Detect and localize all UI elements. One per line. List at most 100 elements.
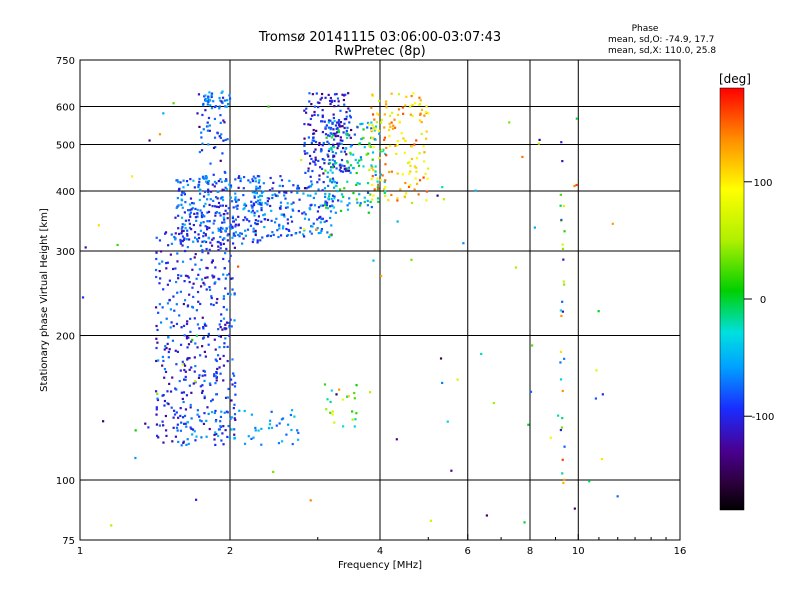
data-point xyxy=(222,216,225,219)
data-point xyxy=(397,108,401,111)
data-point xyxy=(202,327,205,330)
data-point xyxy=(192,295,195,299)
data-point xyxy=(310,232,313,235)
data-point xyxy=(196,346,199,349)
data-point xyxy=(234,196,237,199)
data-point xyxy=(269,419,272,422)
data-point xyxy=(314,192,317,195)
data-point xyxy=(370,129,374,132)
data-point xyxy=(206,267,209,270)
data-point xyxy=(372,194,375,197)
data-point xyxy=(425,137,428,140)
data-point xyxy=(322,141,325,145)
data-point xyxy=(380,121,383,124)
data-point xyxy=(287,423,290,426)
data-point xyxy=(341,93,344,96)
data-point xyxy=(198,419,202,422)
data-point xyxy=(415,170,418,173)
data-point xyxy=(373,129,376,132)
data-point xyxy=(371,151,375,154)
data-point xyxy=(562,258,565,261)
data-point xyxy=(224,396,228,399)
data-point xyxy=(203,379,206,383)
data-point xyxy=(208,427,211,431)
data-point xyxy=(322,172,325,175)
data-point xyxy=(377,200,380,203)
data-point xyxy=(189,211,192,214)
data-point xyxy=(319,215,322,218)
data-point xyxy=(176,429,179,432)
data-point xyxy=(223,327,226,330)
data-point xyxy=(388,144,392,148)
data-point xyxy=(257,195,260,199)
data-point xyxy=(327,184,330,188)
data-point xyxy=(251,240,254,244)
data-point xyxy=(167,336,170,339)
data-point xyxy=(308,154,312,158)
data-point xyxy=(325,408,328,411)
data-point xyxy=(336,142,339,145)
data-point xyxy=(376,177,379,180)
data-point xyxy=(345,129,348,133)
data-point xyxy=(313,139,316,142)
data-point xyxy=(309,499,312,502)
data-point xyxy=(346,160,349,163)
data-point xyxy=(201,389,204,393)
data-point xyxy=(423,160,426,163)
data-point xyxy=(333,132,336,135)
data-point xyxy=(329,205,332,208)
data-point xyxy=(383,136,387,139)
data-point xyxy=(561,389,564,393)
data-point xyxy=(326,207,330,210)
data-point xyxy=(374,170,377,173)
data-point xyxy=(209,383,212,386)
data-point xyxy=(388,114,392,117)
data-point xyxy=(84,246,87,249)
data-point xyxy=(200,258,203,262)
data-point xyxy=(436,194,439,197)
data-point xyxy=(226,234,229,237)
data-point xyxy=(198,374,201,377)
data-point xyxy=(244,234,247,237)
data-point xyxy=(492,401,495,405)
data-point xyxy=(197,183,200,186)
data-point xyxy=(322,180,325,184)
data-point xyxy=(349,136,352,139)
data-point xyxy=(244,216,247,219)
data-point xyxy=(223,121,226,124)
data-point xyxy=(158,282,161,285)
data-point xyxy=(188,203,192,206)
data-point xyxy=(210,295,213,298)
data-point xyxy=(327,126,330,129)
data-point xyxy=(198,415,201,418)
data-point xyxy=(214,420,217,423)
data-point xyxy=(318,143,321,147)
data-point xyxy=(326,231,329,234)
data-point xyxy=(233,436,237,440)
data-point xyxy=(235,205,238,208)
data-point xyxy=(254,177,257,180)
data-point xyxy=(286,202,289,205)
data-point xyxy=(379,173,382,176)
data-point xyxy=(575,183,578,187)
x-tick-label: 4 xyxy=(377,546,383,557)
data-point xyxy=(256,241,259,244)
data-point xyxy=(232,220,235,223)
data-point xyxy=(409,105,412,108)
data-point xyxy=(380,118,383,122)
data-point xyxy=(177,214,180,217)
data-point xyxy=(559,309,562,312)
data-point xyxy=(207,412,210,415)
data-point xyxy=(480,352,483,356)
data-point xyxy=(218,105,221,108)
data-point xyxy=(303,109,306,112)
data-point xyxy=(190,366,193,369)
data-point xyxy=(233,403,236,406)
data-point xyxy=(221,221,224,224)
data-point xyxy=(281,440,284,443)
data-point xyxy=(385,106,388,109)
data-point xyxy=(161,306,164,309)
data-point xyxy=(183,237,186,240)
data-point xyxy=(245,218,248,221)
data-point xyxy=(378,132,381,135)
